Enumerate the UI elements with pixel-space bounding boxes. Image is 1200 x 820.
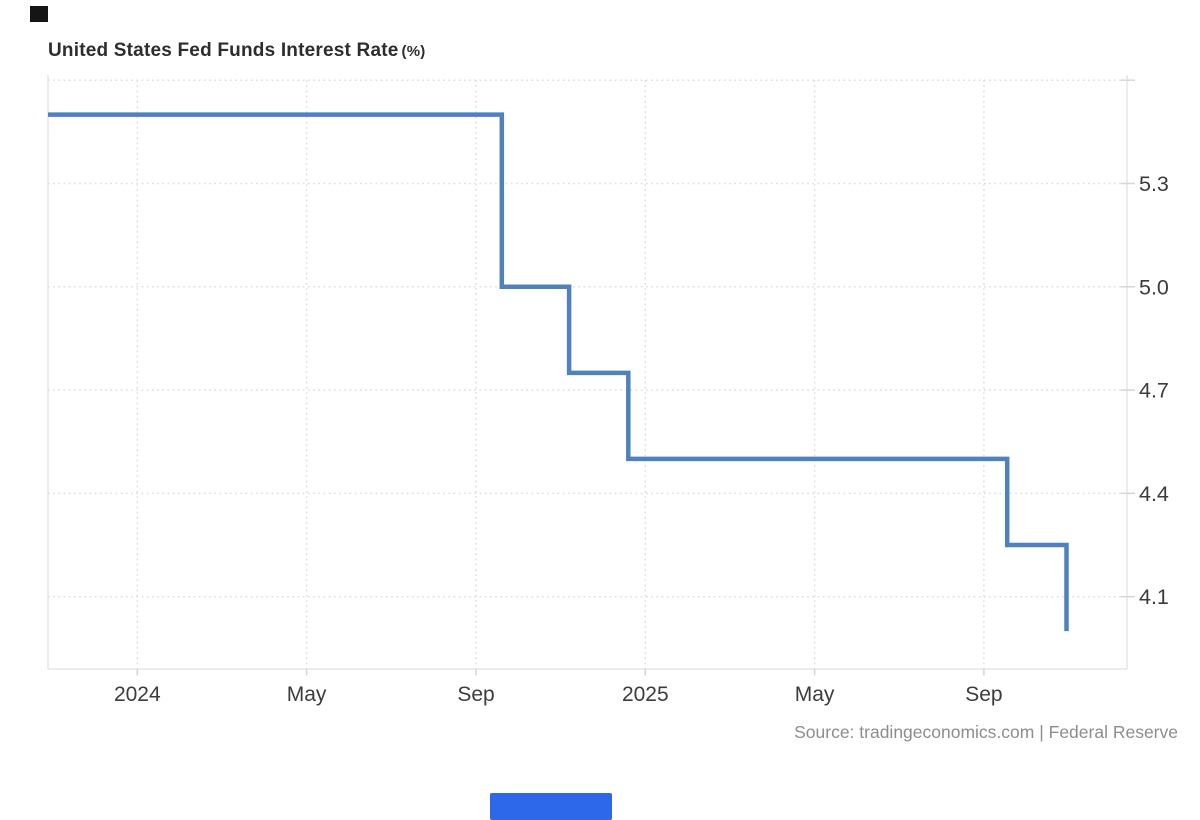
chart-title-unit: (%) <box>401 43 426 60</box>
x-axis-label: 2025 <box>622 683 669 706</box>
fed-funds-rate-line <box>48 112 1069 632</box>
y-axis-label: 5.3 <box>1139 172 1169 196</box>
chart-title-text: United States Fed Funds Interest Rate <box>48 40 399 61</box>
y-axis-label: 4.1 <box>1139 585 1169 609</box>
y-axis-label: 4.7 <box>1139 379 1169 403</box>
x-axis-label: Sep <box>457 683 494 706</box>
source-attribution: Source: tradingeconomics.com | Federal R… <box>794 722 1178 742</box>
chart-title: United States Fed Funds Interest Rate (%) <box>48 40 425 62</box>
plot-area[interactable] <box>48 75 1127 669</box>
bottom-blue-bar <box>490 793 612 820</box>
y-axis-label: 4.4 <box>1139 482 1169 506</box>
x-axis-label: Sep <box>965 683 1002 706</box>
y-axis-label: 5.0 <box>1139 275 1169 299</box>
x-axis-label: 2024 <box>114 683 161 706</box>
top-left-marker <box>30 6 48 22</box>
x-axis-label: May <box>795 683 835 706</box>
x-axis-label: May <box>287 683 327 706</box>
